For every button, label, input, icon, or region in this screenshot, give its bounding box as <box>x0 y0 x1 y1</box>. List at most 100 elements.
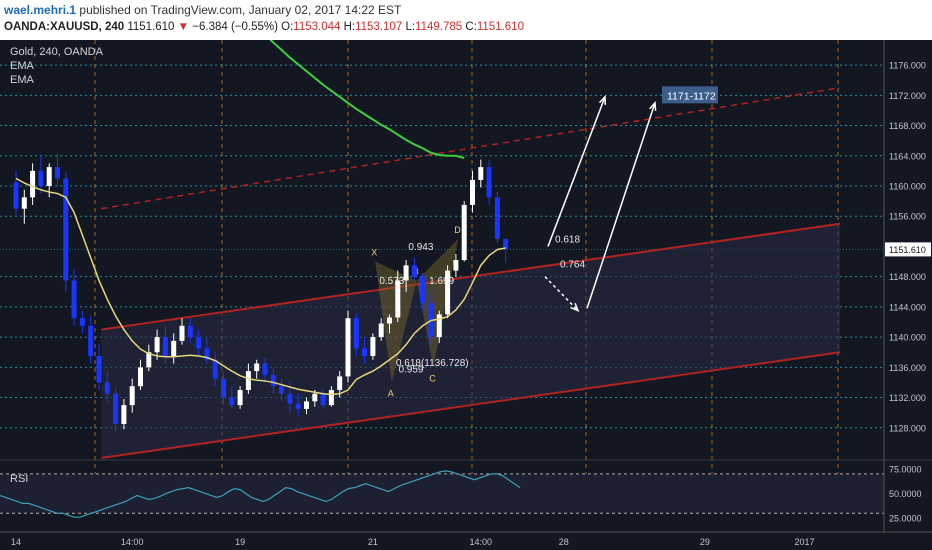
candle-body <box>154 337 160 353</box>
candle-body <box>420 276 426 304</box>
published-text: published on TradingView.com, January 02… <box>79 3 402 17</box>
harmonic-point-label: D <box>454 225 461 235</box>
candle-body <box>436 314 442 338</box>
price-tick: 1176.000 <box>889 61 926 71</box>
channel-fill <box>101 223 841 458</box>
author-link[interactable]: wael.mehri.1 <box>4 3 77 17</box>
price-tick: 1168.000 <box>889 121 926 131</box>
candle-body <box>129 386 135 406</box>
candle-body <box>478 167 484 180</box>
legend-ema-2[interactable]: EMA <box>10 74 34 86</box>
ema-slow-line <box>269 40 465 160</box>
candle-body <box>204 348 210 360</box>
candle-body <box>55 167 60 179</box>
chart-header: wael.mehri.1 published on TradingView.co… <box>0 0 932 40</box>
candle-body <box>320 393 326 406</box>
close-label: C: <box>465 21 477 33</box>
price-change: −6.384 (−0.55%) <box>192 21 278 33</box>
chart-area[interactable]: XABCD0.9430.5731.6990.618(1136.728)0.959… <box>0 40 932 550</box>
candle-body <box>13 182 19 209</box>
candle-body <box>328 390 334 406</box>
candle-body <box>79 318 85 326</box>
price-axis-bg <box>884 40 932 510</box>
price-tick: 1132.000 <box>889 393 926 403</box>
change-arrow-icon: ▼ <box>177 21 190 33</box>
current-price-tick: 1151.610 <box>889 245 926 255</box>
candle-body <box>287 393 293 404</box>
rsi-band <box>0 473 884 514</box>
time-tick: 29 <box>700 537 710 547</box>
price-tick: 1144.000 <box>889 302 926 312</box>
harmonic-point-label: A <box>388 388 394 398</box>
legend-ema-1[interactable]: EMA <box>10 60 34 72</box>
target-label: 1171-1172 <box>667 90 716 102</box>
candle-body <box>113 393 119 424</box>
harmonic-point-label: C <box>429 373 436 383</box>
time-tick: 2017 <box>794 537 814 547</box>
candle-body <box>461 204 467 261</box>
candle-body <box>229 397 235 406</box>
target-box <box>662 86 718 104</box>
fib-label: 0.764 <box>560 260 585 271</box>
projection-arrow-up-1 <box>547 96 606 247</box>
legend-title: Gold, 240, OANDA <box>10 46 103 58</box>
price-tick: 1136.000 <box>889 363 926 373</box>
candle-body <box>494 197 500 239</box>
harmonic-ratio: 0.943 <box>408 242 433 253</box>
candle-body <box>254 363 260 372</box>
low-label: L: <box>405 21 416 33</box>
chart-canvas[interactable]: XABCD0.9430.5731.6990.618(1136.728)0.959… <box>0 40 932 550</box>
candle-body <box>71 280 77 319</box>
price-tick: 1160.000 <box>889 182 926 192</box>
price-tick: 1164.000 <box>889 151 926 161</box>
candle-body <box>312 393 318 402</box>
channel-upper-line <box>101 222 841 331</box>
candle-body <box>387 317 392 324</box>
candle-body <box>146 352 152 368</box>
candle-body <box>38 170 44 186</box>
projection-arrow-up-2-head <box>649 101 657 111</box>
candle-body <box>30 170 36 198</box>
candle-body <box>337 376 343 390</box>
rsi-tick: 25.0000 <box>889 514 922 524</box>
last-price: 1151.610 <box>127 21 175 33</box>
candle-body <box>196 337 202 349</box>
rsi-line <box>0 470 521 518</box>
candle-body <box>403 265 409 281</box>
candle-body <box>96 356 102 383</box>
candle-body <box>245 371 251 390</box>
projection-arrow-up-1-head <box>598 95 607 105</box>
candle-body <box>503 238 509 250</box>
quote-line: OANDA:XAUUSD, 240 1151.610 ▼ −6.384 (−0.… <box>4 21 524 33</box>
price-tick: 1140.000 <box>889 333 926 343</box>
candle-body <box>486 167 492 198</box>
current-price-box <box>885 242 931 257</box>
time-tick: 21 <box>368 537 378 547</box>
candle-body <box>370 337 376 356</box>
projection-arrow-up-2 <box>586 102 656 309</box>
candle-body <box>21 197 27 209</box>
ema-fast-line <box>15 177 506 396</box>
candle-body <box>46 167 52 186</box>
price-tick: 1156.000 <box>889 212 926 222</box>
harmonic-ratio: 1.699 <box>429 276 454 287</box>
projection-arrow-down-head <box>570 302 580 313</box>
candle-body <box>304 401 309 409</box>
time-tick: 14:00 <box>121 537 144 547</box>
candle-body <box>88 325 94 356</box>
harmonic-point-label: X <box>371 248 377 258</box>
candle-body <box>295 403 301 409</box>
channel-lower-line <box>101 351 841 459</box>
high-value: 1153.107 <box>355 21 403 33</box>
candle-body <box>262 363 268 375</box>
low-value: 1149.785 <box>415 21 463 33</box>
candle-body <box>179 325 185 341</box>
candle-body <box>138 367 143 387</box>
candle-body <box>411 265 417 277</box>
fib-label: 0.618 <box>555 235 580 246</box>
candle-body <box>353 318 359 349</box>
price-tick: 1148.000 <box>889 272 926 282</box>
candle-body <box>221 378 226 398</box>
harmonic-ratio: 0.959 <box>398 365 423 376</box>
close-value: 1151.610 <box>476 21 524 33</box>
